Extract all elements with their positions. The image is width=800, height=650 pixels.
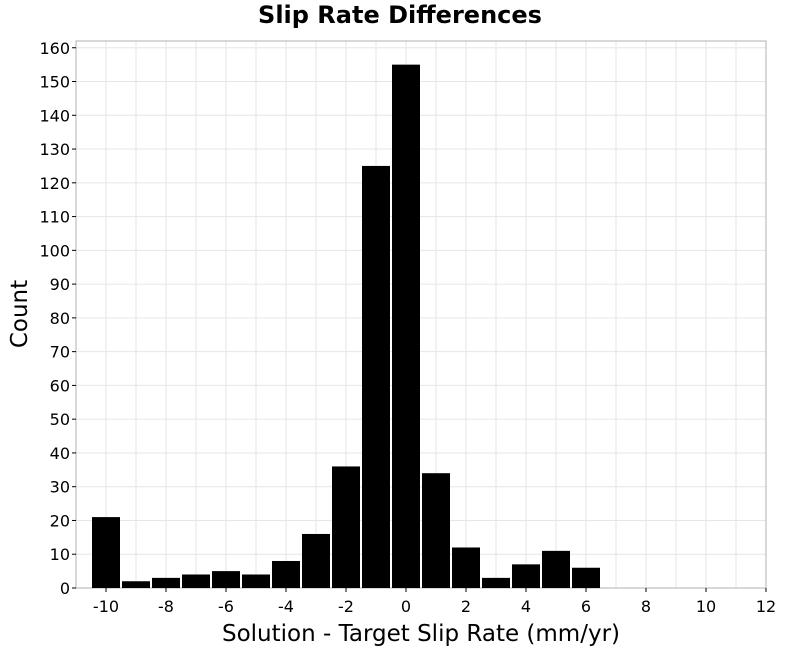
plot-frame	[75, 40, 767, 589]
y-tick-label: 110	[39, 208, 70, 227]
bar	[332, 466, 360, 588]
y-tick-label: 60	[50, 376, 70, 395]
bar	[152, 577, 180, 588]
x-tick-label: 6	[581, 597, 591, 616]
bar	[242, 574, 270, 588]
bar	[452, 547, 480, 588]
y-tick-label: 90	[50, 275, 70, 294]
bar	[572, 567, 600, 588]
y-tick-label: 40	[50, 444, 70, 463]
bar	[212, 571, 240, 588]
x-tick-label: -10	[93, 597, 119, 616]
bar	[362, 165, 390, 588]
y-tick-label: 30	[50, 478, 70, 497]
bar	[392, 64, 420, 588]
x-axis-label: Solution - Target Slip Rate (mm/yr)	[222, 621, 620, 647]
bar	[482, 577, 510, 588]
chart-title: Slip Rate Differences	[258, 1, 542, 29]
y-axis-label: Count	[7, 280, 33, 348]
y-tick-label: 80	[50, 309, 70, 328]
x-tick-label: 8	[641, 597, 651, 616]
x-tick-label: 10	[696, 597, 716, 616]
bar	[92, 517, 120, 588]
bar	[272, 560, 300, 588]
bar	[122, 581, 150, 588]
grid-lines	[75, 41, 767, 589]
bar	[422, 473, 450, 588]
x-tick-label: 4	[521, 597, 531, 616]
bar	[542, 550, 570, 588]
y-tick-label: 50	[50, 410, 70, 429]
bar	[302, 533, 330, 588]
y-tick-label: 130	[39, 140, 70, 159]
y-tick-label: 150	[39, 73, 70, 92]
y-tick-label: 160	[39, 39, 70, 58]
x-tick-labels: -10 -8 -6 -4 -2 0 2 4 6 8 10 12	[93, 588, 776, 616]
x-tick-label: 12	[756, 597, 776, 616]
y-tick-labels: 0 10 20 30 40 50 60 70 80 90 100 110 120 130 140 150 160	[39, 39, 76, 598]
y-tick-label: 20	[50, 511, 70, 530]
bar	[512, 564, 540, 588]
y-tick-label: 70	[50, 343, 70, 362]
x-tick-label: 2	[461, 597, 471, 616]
y-tick-label: 0	[60, 579, 70, 598]
x-tick-label: -8	[158, 597, 174, 616]
bar	[182, 574, 210, 588]
y-tick-label: 120	[39, 174, 70, 193]
bars	[92, 64, 600, 588]
y-tick-label: 100	[39, 241, 70, 260]
x-tick-label: -6	[218, 597, 234, 616]
y-tick-label: 140	[39, 106, 70, 125]
y-tick-label: 10	[50, 545, 70, 564]
x-tick-label: -4	[278, 597, 294, 616]
x-tick-label: 0	[401, 597, 411, 616]
x-tick-label: -2	[338, 597, 354, 616]
